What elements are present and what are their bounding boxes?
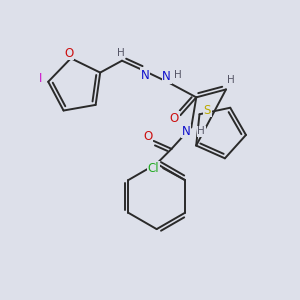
Text: N: N bbox=[162, 70, 171, 83]
Text: S: S bbox=[204, 104, 211, 117]
Text: H: H bbox=[174, 70, 181, 80]
Text: N: N bbox=[140, 69, 149, 82]
Text: H: H bbox=[197, 126, 205, 136]
Text: O: O bbox=[143, 130, 152, 143]
Text: I: I bbox=[39, 72, 42, 85]
Text: O: O bbox=[64, 47, 74, 60]
Text: Cl: Cl bbox=[148, 162, 159, 175]
Text: O: O bbox=[170, 112, 179, 125]
Text: H: H bbox=[227, 74, 235, 85]
Text: N: N bbox=[182, 124, 191, 137]
Text: H: H bbox=[117, 48, 125, 58]
